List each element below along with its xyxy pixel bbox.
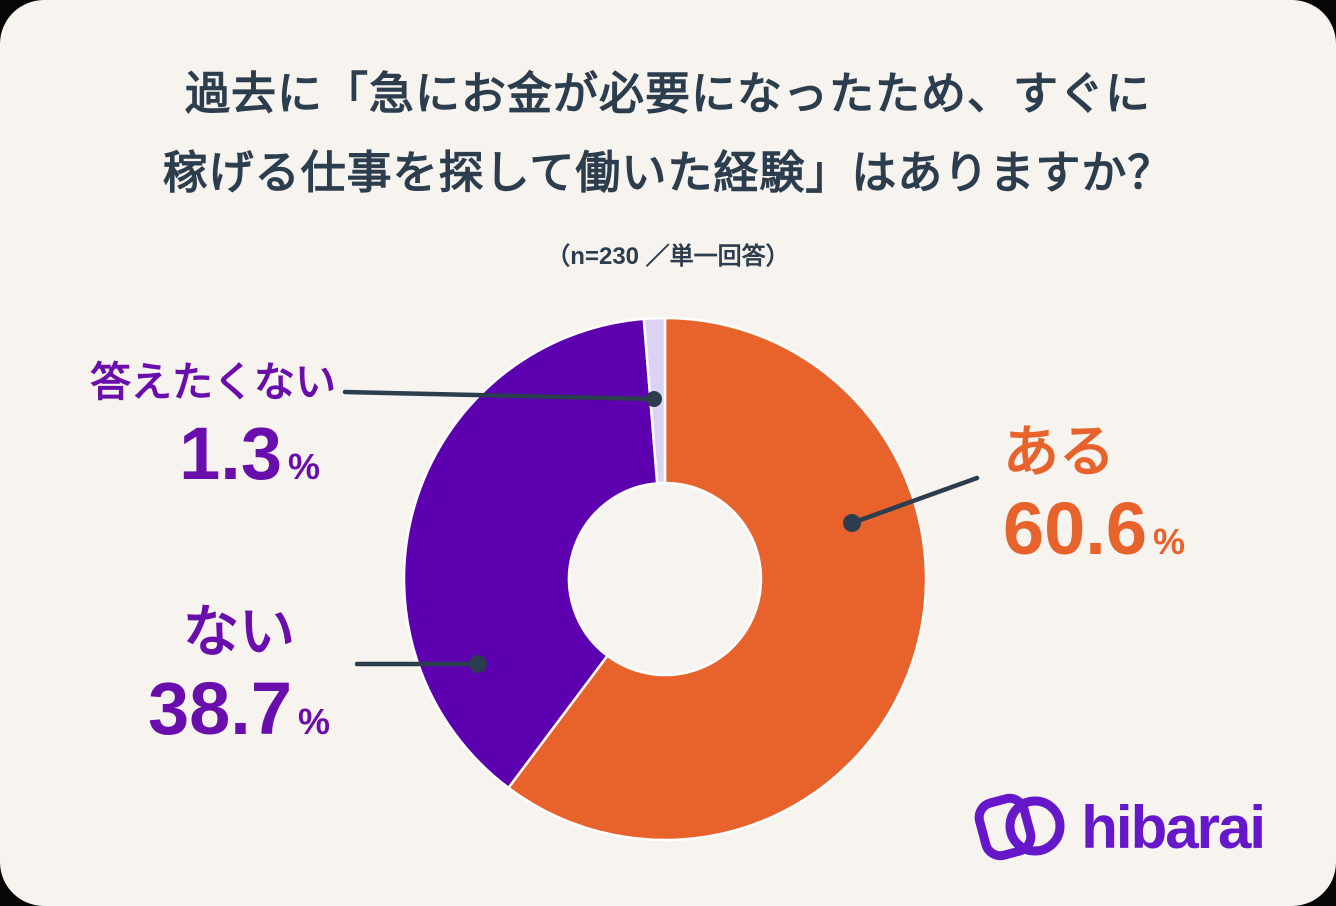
- title-line-2: 稼げる仕事を探して働いた経験」はありますか？: [162, 147, 1174, 199]
- value-number: 1.3: [179, 412, 282, 495]
- page-title: 過去に「急にお金が必要になったため、すぐに 稼げる仕事を探して働いた経験」はあり…: [0, 54, 1336, 212]
- title-line-1: 過去に「急にお金が必要になったため、すぐに: [184, 68, 1151, 119]
- answer-name: ない: [183, 600, 295, 663]
- answer-label-nai: ない 38.7%: [124, 604, 354, 746]
- answer-label-kotaetakunai: 答えたくない 1.3%: [60, 362, 336, 491]
- leader-dot-kotaetakunai: [646, 391, 662, 407]
- answer-value: 60.6%: [1003, 492, 1185, 566]
- leader-line-kotaetakunai: [342, 389, 657, 402]
- brand-logo-text: hibarai: [1081, 793, 1266, 861]
- card-and-coin-icon: [974, 793, 1065, 861]
- answer-label-aru: ある 60.6%: [1003, 424, 1185, 566]
- leader-dot-aru: [843, 514, 861, 532]
- answer-value: 1.3%: [60, 417, 320, 491]
- leader-line-aru: [849, 475, 980, 526]
- donut-segment-1: [402, 317, 659, 790]
- percent-sign: %: [1153, 521, 1186, 562]
- percent-sign: %: [287, 446, 320, 487]
- answer-name: 答えたくない: [90, 359, 336, 405]
- answer-value: 38.7%: [124, 672, 354, 746]
- percent-sign: %: [298, 701, 331, 742]
- sample-note: （n=230 ／単一回答）: [546, 243, 790, 271]
- leader-dots: [469, 391, 861, 673]
- donut-segment-0: [507, 316, 928, 842]
- leader-lines: [342, 389, 980, 667]
- leader-dot-nai: [469, 655, 487, 673]
- value-number: 38.7: [147, 667, 292, 750]
- answer-name: ある: [1003, 420, 1115, 483]
- brand-logo: hibarai: [971, 788, 1266, 866]
- value-number: 60.6: [1003, 487, 1148, 570]
